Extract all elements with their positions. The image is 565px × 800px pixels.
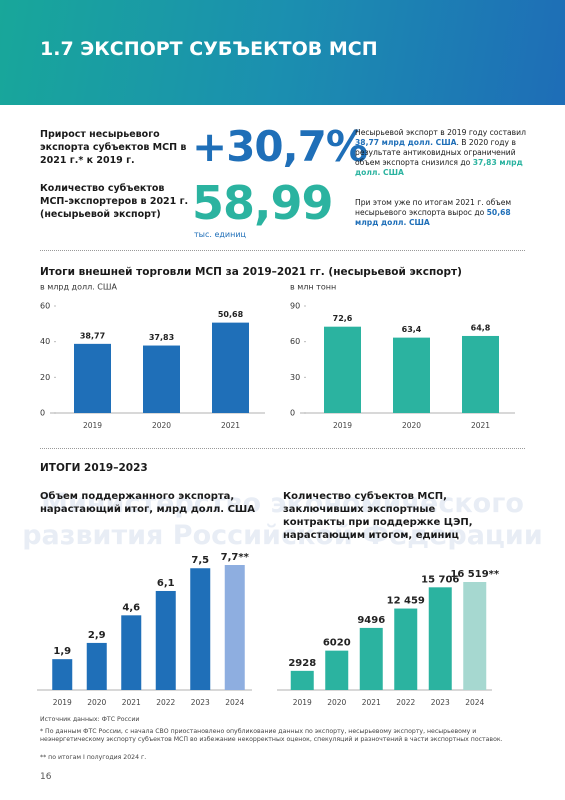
value-label: 37,83 [149, 333, 174, 342]
y-tick-label: 60 [290, 337, 300, 346]
paragraph: При этом уже по итогам 2021 г. объем нес… [355, 198, 530, 228]
bar [394, 608, 418, 690]
stat-label: Прирост несырьевого экспорта субъектов М… [40, 129, 187, 166]
footnote: Источник данных: ФТС России [40, 716, 140, 723]
x-tick-label: 2020 [327, 698, 346, 707]
bar [155, 590, 176, 690]
bar [359, 627, 383, 690]
text: Несырьевой экспорт в 2019 году составил [355, 128, 526, 137]
y-tick-label: 0 [290, 409, 295, 418]
value-label: 63,4 [402, 325, 422, 334]
bar [462, 335, 499, 413]
value-label: 4,6 [122, 602, 140, 613]
bar [190, 568, 211, 690]
value-label: 2,9 [88, 630, 106, 641]
x-tick-label: 2020 [152, 421, 171, 430]
x-tick-label: 2021 [122, 698, 141, 707]
bar [86, 642, 107, 690]
value-label: 9496 [357, 615, 385, 626]
bar [74, 343, 111, 413]
chart-title: Объем поддержанного экспорта, нарастающи… [40, 491, 256, 515]
page-number: 16 [40, 772, 52, 782]
bar [224, 565, 245, 690]
divider [40, 250, 525, 251]
text: При этом уже по итогам 2021 г. объем нес… [355, 198, 512, 217]
value-label: 15 706 [421, 574, 459, 585]
x-tick-label: 2023 [191, 698, 210, 707]
stat-label: Количество субъектов МСП-экспортеров в 2… [40, 183, 189, 220]
text: . В 2020 году в результате антиковидных … [355, 138, 516, 167]
chart-title: Количество субъектов МСП, заключивших эк… [283, 491, 473, 541]
x-tick-label: 2022 [156, 698, 175, 707]
bar [143, 345, 180, 413]
y-axis-label: в млрд долл. США [40, 283, 117, 292]
y-tick-label: 90 [290, 302, 300, 311]
bar [324, 326, 361, 413]
value-label: 16 519** [450, 569, 500, 580]
bar [290, 670, 314, 690]
value-label: 12 459 [387, 596, 425, 607]
highlight: 50,68 млрд долл. США [355, 208, 511, 227]
bar [52, 659, 73, 690]
x-tick-label: 2023 [431, 698, 450, 707]
bar [121, 615, 142, 690]
x-tick-label: 2020 [87, 698, 106, 707]
value-label: 1,9 [53, 646, 71, 657]
section-title: ИТОГИ 2019–2023 [40, 462, 148, 474]
value-label: 38,77 [80, 331, 105, 340]
bar [212, 322, 249, 413]
bar [428, 587, 452, 690]
x-tick-label: 2021 [221, 421, 240, 430]
value-label: 64,8 [471, 323, 491, 332]
footnote: * По данным ФТС России, с начала СВО при… [40, 728, 503, 743]
bar [393, 337, 430, 413]
paragraph: Несырьевой экспорт в 2019 году составил … [355, 128, 530, 178]
y-tick-label: 60 [40, 302, 50, 311]
x-tick-label: 2021 [471, 421, 490, 430]
x-tick-label: 2019 [53, 698, 72, 707]
stat-value: 58,99 [192, 176, 334, 230]
x-tick-label: 2019 [333, 421, 352, 430]
value-label: 6,1 [157, 578, 175, 589]
header: 1.7 ЭКСПОРТ СУБЪЕКТОВ МСП [0, 0, 565, 105]
x-tick-label: 2021 [362, 698, 381, 707]
x-tick-label: 2024 [465, 698, 484, 707]
x-tick-label: 2022 [396, 698, 415, 707]
y-tick-label: 30 [290, 373, 300, 382]
value-label: 7,5 [191, 555, 209, 566]
y-tick-label: 40 [40, 337, 50, 346]
value-label: 7,7** [221, 552, 250, 563]
highlight: 37,83 млрд долл. США [355, 158, 523, 177]
bar [463, 582, 487, 690]
y-axis-label: в млн тонн [290, 283, 336, 292]
value-label: 2928 [288, 658, 316, 669]
x-tick-label: 2020 [402, 421, 421, 430]
divider [40, 448, 525, 449]
bar [325, 650, 349, 690]
value-label: 6020 [323, 638, 351, 649]
x-tick-label: 2019 [293, 698, 312, 707]
stat-unit: тыс. единиц [194, 230, 246, 239]
x-tick-label: 2019 [83, 421, 102, 430]
value-label: 72,6 [333, 314, 353, 323]
value-label: 50,68 [218, 310, 244, 319]
watermark: Министерство экономического развития Рос… [22, 488, 543, 551]
stat-value: +30,7% [192, 122, 368, 171]
highlight: 38,77 млрд долл. США [355, 138, 457, 147]
footnote: ** по итогам I полугодия 2024 г. [40, 754, 147, 761]
y-tick-label: 0 [40, 409, 45, 418]
page-title: 1.7 ЭКСПОРТ СУБЪЕКТОВ МСП [40, 38, 378, 60]
section-title: Итоги внешней торговли МСП за 2019–2021 … [40, 266, 462, 278]
y-tick-label: 20 [40, 373, 50, 382]
x-tick-label: 2024 [225, 698, 244, 707]
